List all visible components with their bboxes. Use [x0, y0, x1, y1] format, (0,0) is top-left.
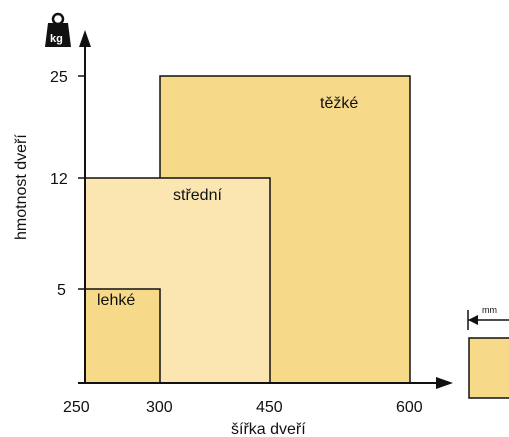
y-axis-label: hmotnost dveří: [13, 134, 30, 240]
y-axis-arrow: [79, 30, 91, 47]
width-icon-label: mm: [482, 305, 497, 315]
y-tick-label-5: 5: [57, 282, 66, 299]
x-tick-label-600: 600: [396, 399, 423, 416]
x-axis-arrow: [436, 377, 453, 389]
x-tick-label-300: 300: [146, 399, 173, 416]
y-tick-label-12: 12: [50, 171, 68, 188]
x-tick-label-250: 250: [63, 399, 90, 416]
region-heavy-label: těžké: [320, 95, 358, 112]
weight-icon-label: kg: [50, 33, 63, 45]
region-light: [84, 288, 161, 384]
region-medium-label: střední: [173, 187, 222, 204]
x-axis-label: šířka dveří: [231, 421, 306, 437]
x-tick-label-450: 450: [256, 399, 283, 416]
weight-icon: kg: [45, 12, 71, 47]
width-icon: mm: [467, 305, 509, 399]
y-tick-label-25: 25: [50, 69, 68, 86]
region-light-label: lehké: [97, 292, 135, 309]
